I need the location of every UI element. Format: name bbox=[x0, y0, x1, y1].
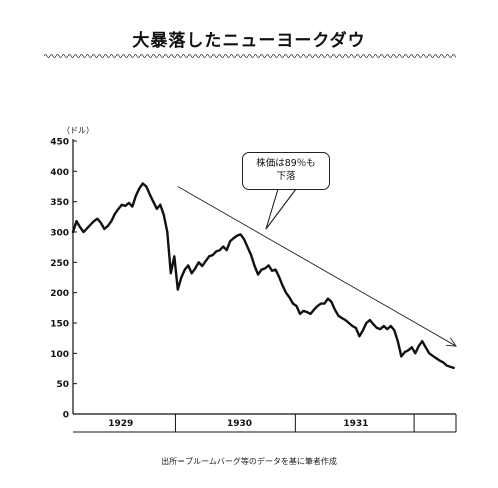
title-wave-divider bbox=[44, 54, 456, 58]
source-note: 出所＝ブルームバーグ等のデータを基に筆者作成 bbox=[161, 457, 337, 466]
y-tick-label: 100 bbox=[50, 350, 69, 360]
y-tick-label: 250 bbox=[50, 259, 69, 269]
x-tick-label: 1929 bbox=[108, 419, 133, 429]
y-tick-label: 400 bbox=[50, 168, 69, 178]
y-tick-label: 450 bbox=[50, 138, 69, 148]
callout-line-1: 株価は89％も bbox=[256, 158, 316, 169]
wave-line bbox=[44, 54, 456, 58]
callout-pointer bbox=[265, 188, 297, 230]
dow-line-chart: 0 50 100 150 200 250 300 350 400 450 1929 1930 1931… bbox=[50, 126, 457, 433]
chart-title: 大暴落したニューヨークダウ bbox=[132, 31, 366, 51]
x-tick-label: 1930 bbox=[227, 419, 252, 429]
trend-arrow-head bbox=[445, 337, 457, 347]
y-tick-label: 300 bbox=[50, 229, 69, 239]
trend-arrow-line bbox=[177, 186, 457, 347]
y-tick-label: 150 bbox=[50, 320, 69, 330]
y-axis-label: （ドル） bbox=[62, 126, 94, 135]
y-tick-label: 200 bbox=[50, 289, 69, 299]
dow-series-line bbox=[71, 182, 455, 370]
callout-line-2: 下落 bbox=[276, 171, 296, 182]
x-tick-label: 1931 bbox=[343, 419, 368, 429]
y-tick-label: 50 bbox=[56, 380, 69, 390]
annotation-callout: 株価は89％も 下落 bbox=[242, 152, 330, 190]
y-tick-label: 0 bbox=[63, 411, 69, 421]
y-tick-label: 350 bbox=[50, 198, 69, 208]
